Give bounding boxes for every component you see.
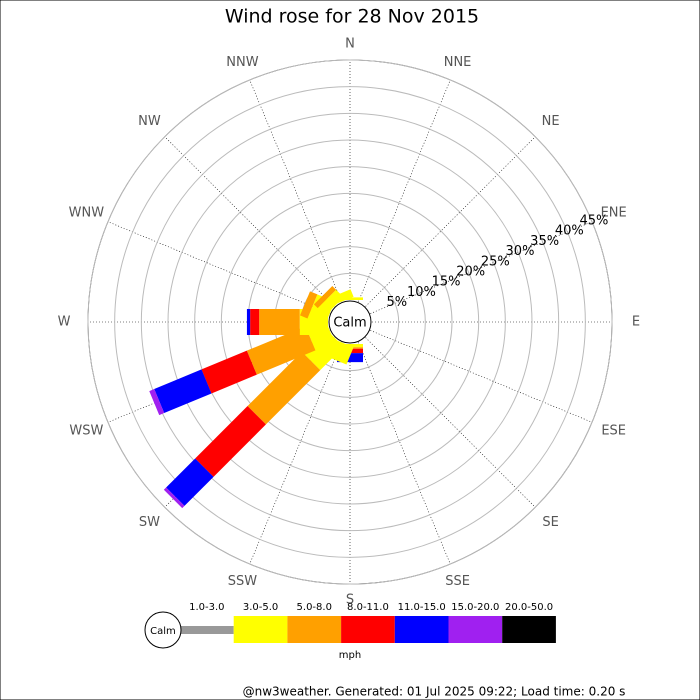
rose-segment [246, 326, 316, 375]
legend-label: 15.0-20.0 [451, 602, 499, 613]
direction-label: NNW [226, 55, 258, 70]
grid-ring [87, 59, 613, 585]
rose-segment [166, 458, 214, 506]
rose-segment [250, 309, 260, 335]
rose-segment [246, 309, 251, 335]
rose-segment [301, 328, 344, 371]
legend-label: 8.0-11.0 [347, 602, 389, 613]
spoke [249, 342, 342, 565]
legend-swatch [394, 616, 449, 643]
r-tick-label: 30% [506, 244, 535, 259]
legend-swatch [341, 616, 395, 643]
spoke [107, 221, 330, 314]
rose-segment [163, 487, 185, 509]
rose-segment [259, 309, 300, 335]
direction-label: WSW [69, 424, 103, 439]
rose-segment [313, 285, 337, 309]
rose-segment [247, 351, 321, 425]
rose-segment [201, 350, 257, 394]
legend-label: 5.0-8.0 [297, 602, 332, 613]
spoke [358, 342, 451, 565]
direction-label: W [58, 315, 71, 330]
direction-label: SE [542, 515, 558, 530]
legend-swatch [180, 626, 234, 634]
r-tick-label: 40% [555, 224, 584, 239]
legend-swatch [448, 616, 503, 643]
direction-label: N [345, 37, 355, 52]
direction-label: NNE [444, 55, 472, 70]
r-tick-label: 45% [579, 213, 608, 228]
direction-label: ESE [601, 424, 626, 439]
chart-title: Wind rose for 28 Nov 2015 [225, 6, 479, 28]
spoke [365, 136, 536, 307]
rose-segment [326, 289, 354, 307]
r-tick-label: 5% [386, 295, 407, 310]
r-tick-label: 10% [407, 285, 436, 300]
direction-label: SW [139, 515, 160, 530]
direction-label: NW [138, 114, 161, 129]
grid-ring [194, 166, 506, 478]
direction-label: SSW [228, 574, 258, 589]
direction-label: SSE [445, 574, 470, 589]
rose-segment [154, 369, 212, 414]
footer: @nw3weather. Generated: 01 Jul 2025 09:2… [243, 685, 626, 699]
grid-ring [114, 86, 586, 558]
spoke [249, 79, 342, 302]
legend-unit: mph [339, 650, 361, 661]
legend-label: 3.0-5.0 [243, 602, 278, 613]
rose-segment [195, 406, 266, 477]
rose-segment [300, 291, 318, 319]
legend-label: 1.0-3.0 [189, 602, 224, 613]
legend-label: 20.0-50.0 [505, 602, 553, 613]
legend-calm-circle [144, 611, 182, 649]
legend-swatch [502, 616, 556, 643]
grid-ring [220, 192, 480, 452]
r-tick-label: 25% [481, 254, 510, 269]
r-tick-label: 15% [432, 275, 461, 290]
legend-swatch [287, 616, 342, 643]
legend-swatch [233, 616, 288, 643]
legend-label: 11.0-15.0 [398, 602, 446, 613]
direction-label: ENE [601, 205, 627, 220]
direction-label: NE [542, 114, 560, 129]
spoke [365, 337, 536, 508]
spoke [358, 79, 451, 302]
spoke [164, 136, 335, 307]
direction-label: WNW [69, 205, 105, 220]
rose-segment [149, 389, 165, 416]
spoke [370, 330, 593, 423]
grid-ring [140, 112, 560, 532]
spoke [370, 221, 593, 314]
calm-circle [328, 300, 372, 344]
legend-calm-label: Calm [150, 626, 176, 637]
direction-label: S [346, 593, 354, 608]
r-tick-label: 20% [456, 264, 485, 279]
r-tick-label: 35% [530, 234, 559, 249]
calm-label: Calm [333, 316, 366, 331]
direction-label: E [632, 315, 640, 330]
grid-ring [167, 139, 533, 505]
